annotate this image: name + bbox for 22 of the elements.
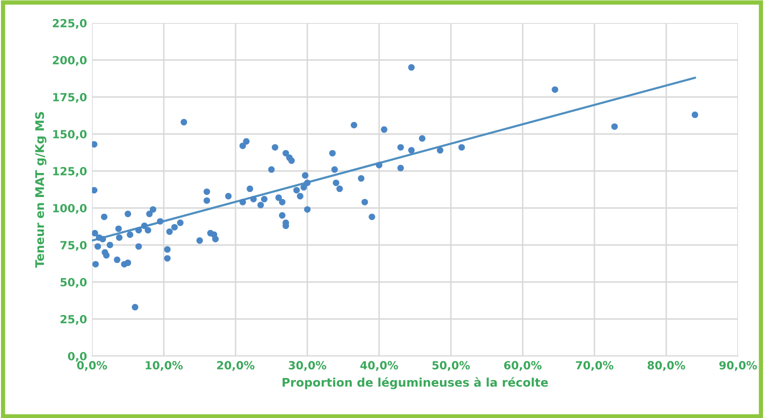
x-tick-label: 20,0% xyxy=(217,361,254,371)
x-tick-label: 30,0% xyxy=(288,361,326,371)
y-tick-label: 175,0 xyxy=(53,92,87,103)
x-tick-label: 40,0% xyxy=(360,361,398,371)
y-tick-label: 200,0 xyxy=(52,56,87,66)
y-tick-label: 50,0 xyxy=(60,278,87,288)
y-tick-label: 75,0 xyxy=(60,240,87,251)
y-tick-label: 125,0 xyxy=(53,166,87,177)
x-tick-label: 50,0% xyxy=(432,361,470,371)
x-tick-label: 0,0% xyxy=(77,361,108,371)
x-tick-label: 10,0% xyxy=(146,361,183,371)
x-tick-label: 90,0% xyxy=(719,361,757,371)
y-tick-label: 100,0 xyxy=(53,204,87,214)
x-tick-label: 80,0% xyxy=(648,361,686,371)
y-tick-label: 0,0 xyxy=(68,352,87,362)
y-tick-label: 25,0 xyxy=(60,314,87,325)
x-axis-title: Proportion de légumineuses à la récolte xyxy=(282,377,548,390)
x-tick-label: 70,0% xyxy=(576,361,614,371)
y-tick-label: 225,0 xyxy=(52,18,87,29)
y-tick-label: 150,0 xyxy=(53,130,87,140)
x-tick-label: 60,0% xyxy=(504,361,542,371)
y-axis-title: Teneur en MAT g/Kg MS xyxy=(35,112,46,268)
